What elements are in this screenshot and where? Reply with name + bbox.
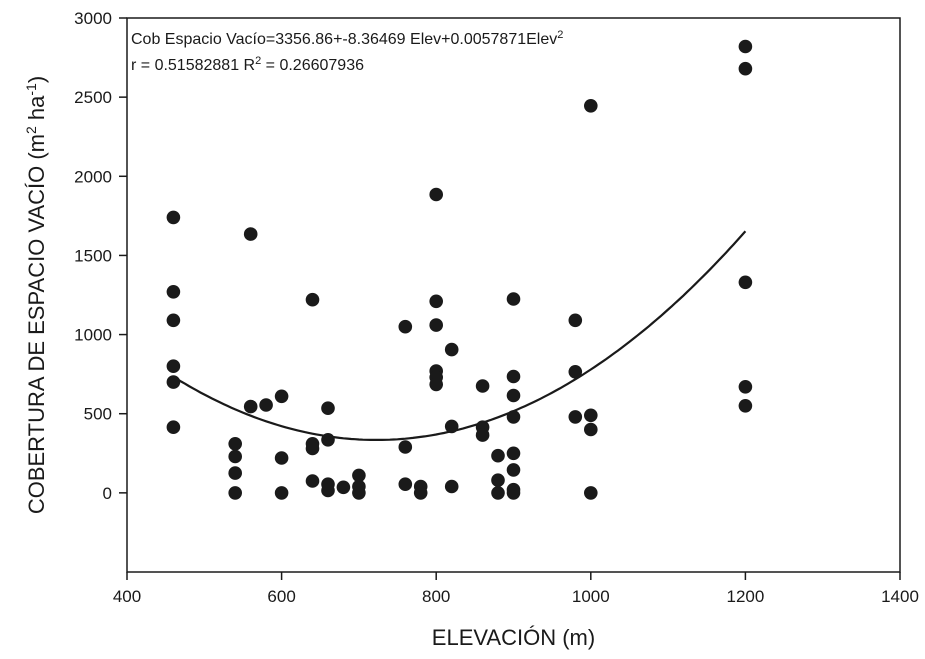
data-point	[444, 419, 459, 434]
data-point	[738, 380, 753, 394]
data-point	[584, 99, 598, 113]
data-point	[413, 486, 428, 500]
data-point	[506, 446, 521, 461]
stats-text-r2: = 0.26607936	[261, 57, 364, 74]
equation-annotation: Cob Espacio Vacío=3356.86+-8.36469 Elev+…	[131, 29, 563, 48]
y-axis-title-main: COBERTURA DE ESPACIO VACÍO (m	[24, 134, 49, 514]
data-point	[491, 448, 505, 463]
y-tick-label: 1000	[74, 326, 112, 345]
data-point	[274, 389, 289, 404]
data-point	[444, 479, 459, 494]
data-point	[429, 318, 444, 332]
equation-text: Cob Espacio Vacío=3356.86+-8.36469 Elev+…	[131, 31, 557, 48]
data-point	[584, 408, 598, 423]
data-point	[738, 399, 753, 413]
data-point	[228, 437, 242, 451]
y-tick-label: 1500	[74, 246, 112, 265]
data-point	[506, 463, 521, 477]
data-point	[568, 410, 583, 424]
plot-frame	[126, 17, 901, 573]
x-tick-label: 1400	[881, 587, 919, 606]
x-tick-label: 1000	[572, 587, 610, 606]
data-point	[506, 292, 521, 306]
data-point	[321, 401, 335, 416]
y-tick-label: 500	[84, 405, 112, 424]
data-point	[475, 428, 490, 442]
data-point	[305, 292, 320, 307]
y-axis-title: COBERTURA DE ESPACIO VACÍO (m2 ha-1)	[23, 76, 49, 514]
y-axis-title-mid: ha	[24, 95, 49, 126]
y-axis-title-sup2: -1	[23, 83, 39, 96]
data-point	[243, 227, 258, 241]
data-point	[274, 451, 289, 465]
y-axis-ticks: 0 500 1000 1500 2000 2500 3000	[74, 9, 127, 503]
data-point	[398, 440, 413, 454]
data-point	[243, 399, 258, 414]
data-point	[738, 39, 753, 54]
data-point	[352, 468, 366, 483]
data-points	[166, 39, 753, 500]
data-point	[228, 449, 242, 464]
data-point	[491, 473, 505, 488]
data-point	[166, 420, 181, 435]
data-point	[506, 410, 521, 424]
data-point	[274, 486, 289, 500]
data-point	[506, 388, 521, 403]
data-point	[429, 187, 444, 202]
data-point	[398, 477, 413, 492]
data-point	[259, 398, 273, 412]
data-point	[506, 369, 521, 384]
data-point	[584, 422, 598, 437]
data-point	[228, 466, 242, 480]
data-point	[166, 375, 181, 389]
x-tick-label: 1200	[726, 587, 764, 606]
data-point	[738, 61, 753, 76]
data-point	[305, 474, 320, 488]
stats-annotation: r = 0.51582881 R2 = 0.26607936	[131, 55, 364, 74]
data-point	[738, 275, 753, 290]
data-point	[444, 342, 459, 357]
data-point	[491, 486, 505, 500]
data-point	[398, 319, 413, 334]
data-point	[321, 433, 335, 447]
data-point	[166, 285, 181, 299]
y-axis-title-end: )	[24, 76, 49, 83]
y-axis-title-sup1: 2	[23, 126, 39, 134]
data-point	[166, 210, 181, 225]
data-point	[568, 313, 583, 328]
data-point	[166, 359, 181, 374]
y-tick-label: 3000	[74, 9, 112, 28]
data-point	[321, 483, 335, 498]
data-point	[475, 379, 490, 393]
data-point	[429, 294, 444, 309]
data-point	[305, 441, 320, 456]
x-axis-title: ELEVACIÓN (m)	[432, 625, 595, 650]
data-point	[166, 313, 181, 328]
x-tick-label: 800	[422, 587, 450, 606]
data-point	[228, 486, 242, 500]
data-point	[584, 486, 598, 500]
data-point	[429, 377, 444, 392]
x-tick-label: 600	[267, 587, 295, 606]
y-tick-label: 2500	[74, 88, 112, 107]
stats-superscript: 2	[255, 55, 261, 67]
x-tick-label: 400	[113, 587, 141, 606]
y-tick-label: 0	[103, 484, 112, 503]
data-point	[352, 486, 366, 500]
stats-text-r: r = 0.51582881 R	[131, 57, 255, 74]
data-point	[506, 486, 521, 500]
regression-curve	[172, 230, 747, 441]
equation-superscript: 2	[557, 29, 563, 41]
data-point	[568, 365, 583, 379]
y-tick-label: 2000	[74, 167, 112, 186]
data-point	[336, 480, 351, 495]
x-axis-ticks: 400 600 800 1000 1200 1400	[113, 572, 919, 606]
